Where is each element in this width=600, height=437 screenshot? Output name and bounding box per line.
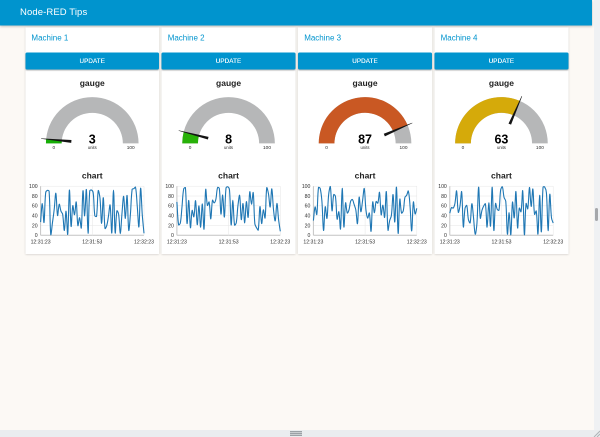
svg-text:80: 80 bbox=[441, 194, 447, 200]
svg-text:100: 100 bbox=[536, 145, 544, 151]
svg-text:100: 100 bbox=[263, 145, 271, 151]
svg-text:12:32:23: 12:32:23 bbox=[270, 239, 290, 245]
svg-text:0: 0 bbox=[444, 233, 447, 239]
svg-text:80: 80 bbox=[305, 194, 311, 200]
svg-text:60: 60 bbox=[32, 204, 38, 210]
svg-text:100: 100 bbox=[438, 184, 447, 190]
svg-text:units: units bbox=[224, 145, 233, 150]
svg-text:40: 40 bbox=[305, 213, 311, 219]
svg-text:87: 87 bbox=[358, 132, 372, 146]
svg-text:0: 0 bbox=[462, 145, 465, 151]
svg-text:0: 0 bbox=[35, 233, 38, 239]
svg-text:12:31:53: 12:31:53 bbox=[82, 239, 102, 245]
svg-text:12:31:53: 12:31:53 bbox=[491, 239, 511, 245]
svg-text:40: 40 bbox=[168, 213, 174, 219]
svg-text:12:31:53: 12:31:53 bbox=[219, 239, 239, 245]
svg-text:12:31:23: 12:31:23 bbox=[31, 239, 51, 245]
svg-text:40: 40 bbox=[32, 213, 38, 219]
svg-text:20: 20 bbox=[441, 223, 447, 229]
svg-text:0: 0 bbox=[189, 145, 192, 151]
svg-text:0: 0 bbox=[308, 233, 311, 239]
svg-text:100: 100 bbox=[400, 145, 408, 151]
svg-text:20: 20 bbox=[168, 223, 174, 229]
svg-text:100: 100 bbox=[127, 145, 135, 151]
svg-text:60: 60 bbox=[168, 204, 174, 210]
svg-text:3: 3 bbox=[89, 132, 96, 146]
svg-text:63: 63 bbox=[494, 132, 508, 146]
svg-text:units: units bbox=[361, 145, 370, 150]
svg-text:0: 0 bbox=[171, 233, 174, 239]
svg-text:0: 0 bbox=[52, 145, 55, 151]
svg-text:20: 20 bbox=[305, 223, 311, 229]
svg-text:40: 40 bbox=[441, 213, 447, 219]
svg-text:units: units bbox=[88, 145, 97, 150]
svg-text:60: 60 bbox=[305, 204, 311, 210]
svg-text:12:31:23: 12:31:23 bbox=[303, 239, 323, 245]
svg-text:80: 80 bbox=[32, 194, 38, 200]
svg-text:100: 100 bbox=[165, 184, 174, 190]
svg-text:20: 20 bbox=[32, 223, 38, 229]
svg-text:12:31:23: 12:31:23 bbox=[440, 239, 460, 245]
svg-text:12:32:23: 12:32:23 bbox=[543, 239, 563, 245]
svg-text:100: 100 bbox=[302, 184, 311, 190]
svg-text:80: 80 bbox=[168, 194, 174, 200]
svg-text:12:31:53: 12:31:53 bbox=[355, 239, 375, 245]
svg-text:12:31:23: 12:31:23 bbox=[167, 239, 187, 245]
svg-text:12:32:23: 12:32:23 bbox=[407, 239, 427, 245]
svg-text:0: 0 bbox=[325, 145, 328, 151]
svg-text:units: units bbox=[497, 145, 506, 150]
svg-text:60: 60 bbox=[441, 204, 447, 210]
svg-text:12:32:23: 12:32:23 bbox=[134, 239, 154, 245]
svg-text:8: 8 bbox=[225, 132, 232, 146]
svg-text:100: 100 bbox=[29, 184, 38, 190]
